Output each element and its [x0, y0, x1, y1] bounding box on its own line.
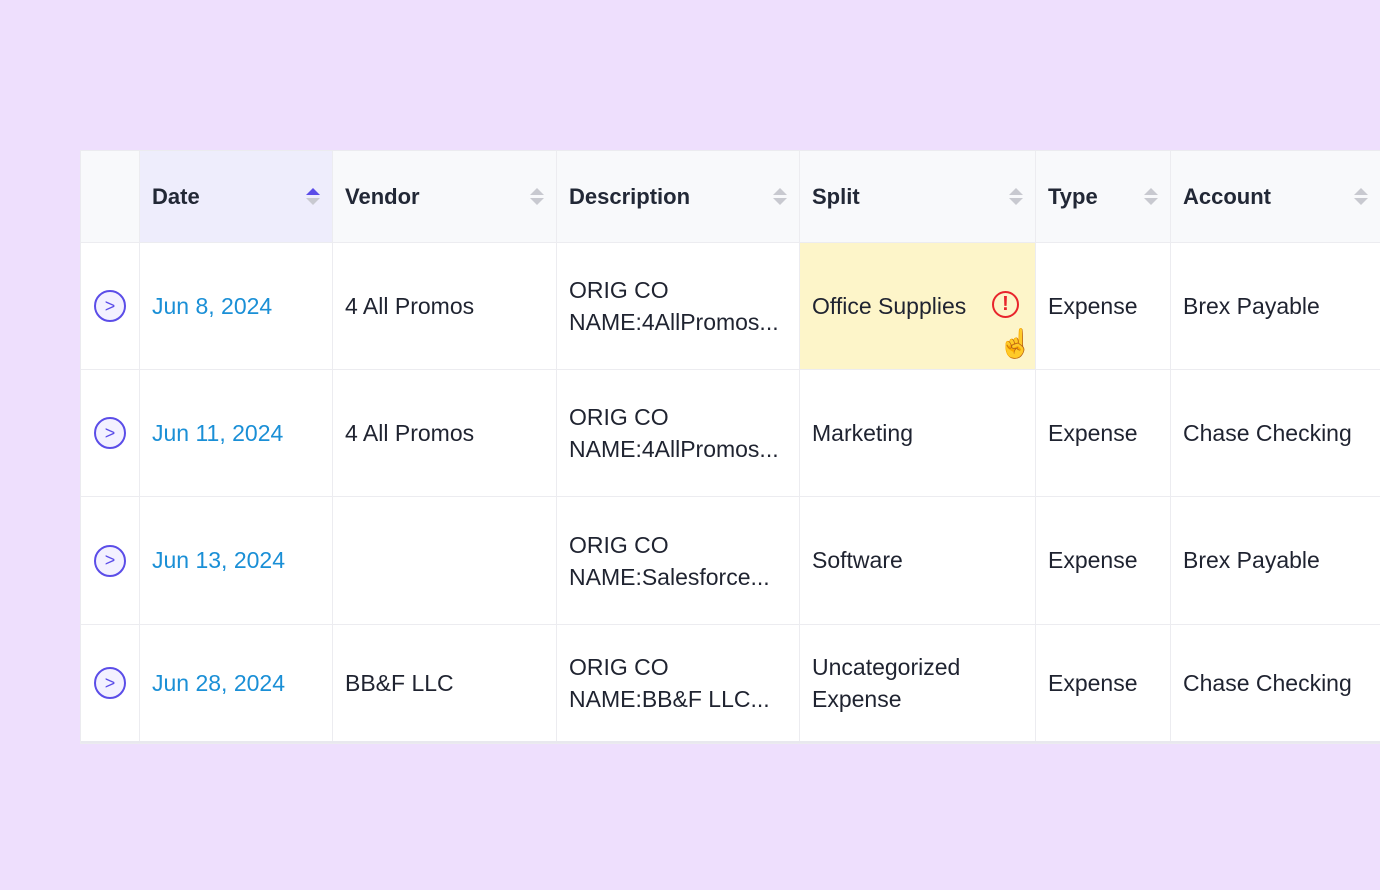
warning-icon[interactable]: !: [992, 291, 1019, 318]
description-cell: ORIG CO NAME:4AllPromos...: [557, 370, 800, 496]
header-split[interactable]: Split: [800, 151, 1036, 242]
transactions-table: Date Vendor Description Split Type Accou…: [80, 150, 1380, 744]
expand-cell: >: [81, 370, 140, 496]
expand-chevron-icon[interactable]: >: [94, 667, 126, 699]
header-expand-column: [81, 151, 140, 242]
account-cell: Brex Payable: [1183, 292, 1320, 319]
header-label: Vendor: [345, 183, 420, 209]
header-label: Account: [1183, 183, 1271, 209]
vendor-cell: 4 All Promos: [333, 243, 557, 369]
vendor-cell: 4 All Promos: [333, 370, 557, 496]
split-cell[interactable]: Marketing: [800, 370, 1036, 496]
account-cell: Chase Checking: [1183, 419, 1352, 446]
table-header: Date Vendor Description Split Type Accou…: [81, 151, 1380, 243]
type-cell: Expense: [1036, 497, 1171, 624]
date-cell[interactable]: Jun 13, 2024: [140, 497, 333, 624]
description-line: NAME:4AllPromos...: [569, 436, 779, 462]
header-date[interactable]: Date: [140, 151, 333, 242]
sort-icon[interactable]: [530, 188, 544, 205]
expand-chevron-icon[interactable]: >: [94, 544, 126, 577]
account-cell: Brex Payable: [1183, 547, 1320, 573]
description-cell: ORIG CO NAME:4AllPromos...: [557, 243, 800, 369]
description-line: NAME:4AllPromos...: [569, 309, 779, 335]
sort-icon[interactable]: [773, 188, 787, 205]
expand-cell: >: [81, 497, 140, 624]
split-cell[interactable]: Software: [800, 497, 1036, 624]
vendor-cell: BB&F LLC: [333, 625, 557, 741]
date-cell[interactable]: Jun 8, 2024: [140, 243, 333, 369]
header-account[interactable]: Account: [1171, 151, 1380, 242]
table-row[interactable]: > Jun 13, 2024 ORIG CO NAME:Salesforce...…: [81, 497, 1380, 625]
sort-icon[interactable]: [1144, 188, 1158, 205]
expand-cell: >: [81, 625, 140, 741]
description-line: NAME:Salesforce...: [569, 563, 770, 590]
sort-icon[interactable]: [1009, 188, 1023, 205]
table-row[interactable]: > Jun 28, 2024 BB&F LLC ORIG CO NAME:BB&F…: [81, 625, 1380, 743]
expand-chevron-icon[interactable]: >: [94, 290, 126, 322]
split-label: Office Supplies: [812, 292, 967, 319]
split-cell[interactable]: Office Supplies! ☝: [800, 243, 1036, 369]
header-label: Date: [152, 183, 200, 209]
description-line: ORIG CO: [569, 654, 669, 680]
description-line: ORIG CO: [569, 531, 669, 558]
header-description[interactable]: Description: [557, 151, 800, 242]
sort-icon[interactable]: [1354, 188, 1368, 205]
sort-icon[interactable]: [306, 188, 320, 205]
type-cell: Expense: [1036, 243, 1171, 369]
header-vendor[interactable]: Vendor: [333, 151, 557, 242]
header-type[interactable]: Type: [1036, 151, 1171, 242]
vendor-cell: [333, 497, 557, 624]
header-label: Type: [1048, 183, 1098, 209]
header-label: Split: [812, 183, 860, 209]
description-cell: ORIG CO NAME:BB&F LLC...: [557, 625, 800, 741]
pointer-cursor-icon: ☝: [998, 328, 1033, 359]
split-cell[interactable]: Uncategorized Expense: [800, 625, 1036, 741]
expand-chevron-icon[interactable]: >: [94, 417, 126, 449]
table-row[interactable]: > Jun 11, 2024 4 All Promos ORIG CO NAME:…: [81, 370, 1380, 497]
type-cell: Expense: [1036, 625, 1171, 741]
date-cell[interactable]: Jun 11, 2024: [140, 370, 333, 496]
account-cell: Chase Checking: [1183, 669, 1352, 696]
description-cell: ORIG CO NAME:Salesforce...: [557, 497, 800, 624]
type-cell: Expense: [1036, 370, 1171, 496]
table-row[interactable]: > Jun 8, 2024 4 All Promos ORIG CO NAME:4…: [81, 243, 1380, 370]
date-cell[interactable]: Jun 28, 2024: [140, 625, 333, 741]
description-line: NAME:BB&F LLC...: [569, 686, 770, 712]
expand-cell: >: [81, 243, 140, 369]
description-line: ORIG CO: [569, 277, 669, 303]
description-line: ORIG CO: [569, 404, 669, 430]
split-label: Uncategorized Expense: [812, 654, 961, 712]
header-label: Description: [569, 183, 691, 209]
